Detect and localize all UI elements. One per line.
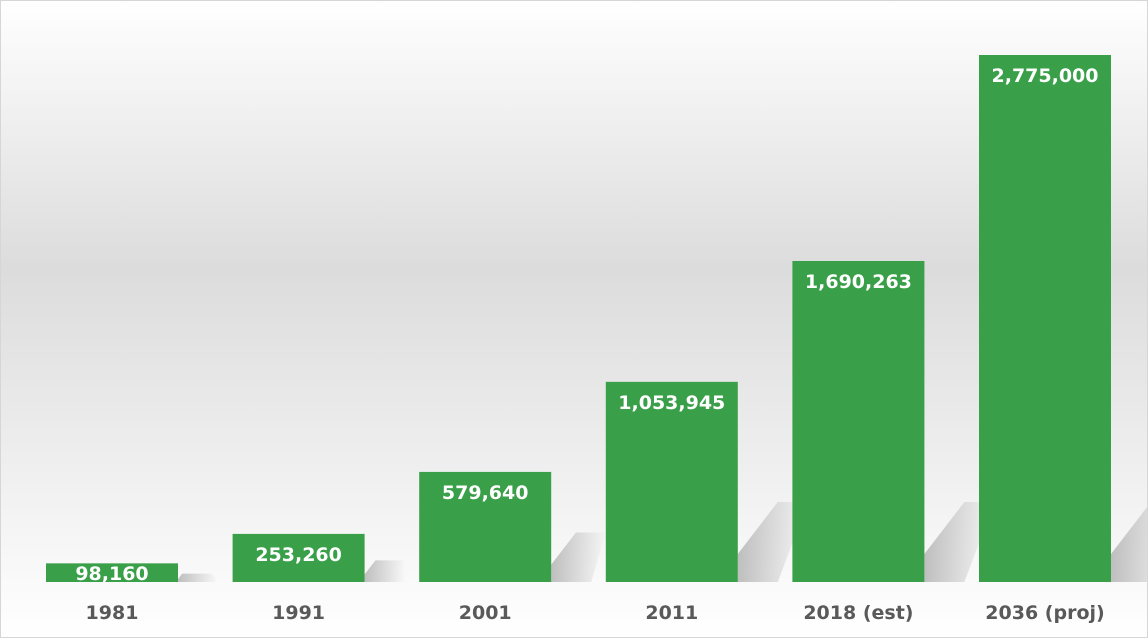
data-label: 2,775,000 — [992, 65, 1099, 87]
x-tick-label: 2036 (proj) — [985, 602, 1104, 624]
x-axis-tick-labels: 1981 1991 2001 2011 2018 (est) 2036 (proj) — [86, 602, 1105, 624]
bar — [979, 55, 1111, 582]
bar-shadow — [924, 502, 995, 582]
x-tick-label: 2018 (est) — [803, 602, 913, 624]
bar-shadow — [737, 502, 808, 582]
bar-shadow — [364, 560, 406, 582]
bar — [46, 563, 178, 582]
x-tick-label: 2001 — [459, 602, 512, 624]
bar-shadows — [178, 502, 1148, 582]
data-label: 1,690,263 — [805, 271, 912, 293]
bar — [232, 533, 365, 582]
x-tick-label: 1991 — [272, 602, 325, 624]
data-labels: 98,160 253,260 579,640 1,053,945 1,690,263 2,… — [75, 65, 1098, 585]
bar — [605, 381, 738, 582]
bar-shadow — [178, 573, 218, 582]
data-label: 253,260 — [255, 544, 342, 566]
bar — [792, 261, 925, 582]
x-tick-label: 1981 — [86, 602, 139, 624]
bar-shadow — [551, 532, 606, 582]
x-tick-label: 2011 — [645, 602, 698, 624]
data-label: 1,053,945 — [618, 392, 725, 414]
bars — [46, 55, 1111, 582]
data-label: 98,160 — [75, 563, 148, 585]
bar-shadow — [1111, 505, 1148, 582]
data-label: 579,640 — [442, 482, 529, 504]
bar — [419, 471, 552, 582]
